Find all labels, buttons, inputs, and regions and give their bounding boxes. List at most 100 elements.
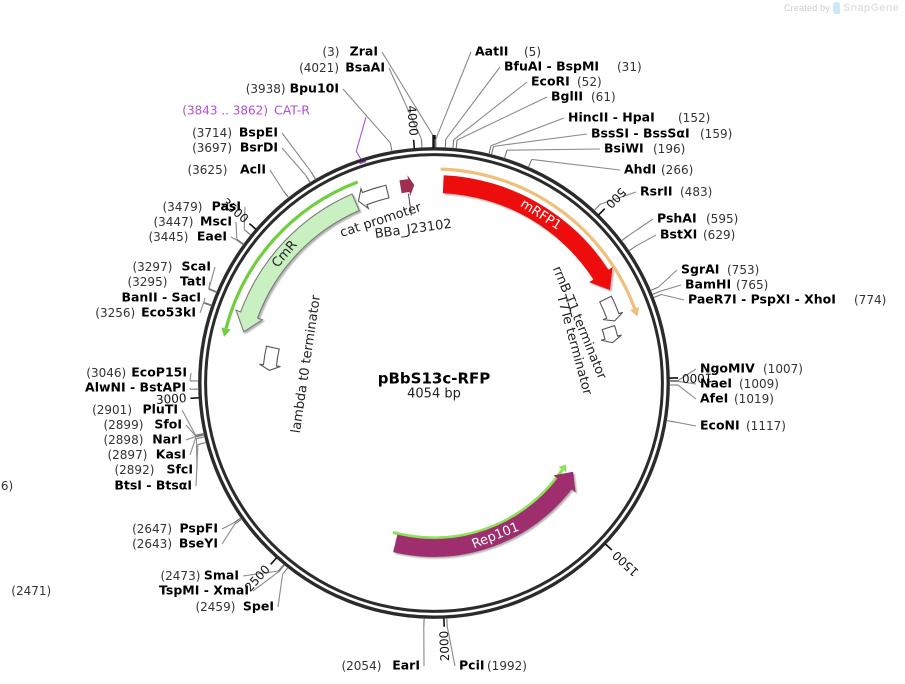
- cut-site-leader: [230, 236, 237, 241]
- ruler-tick-label: 1500: [610, 548, 642, 579]
- ruler-tick-label: 1000: [682, 371, 713, 386]
- cut-site-label: SfcI (2892): [114, 462, 193, 478]
- enzyme-name: SpeI: [243, 599, 274, 614]
- cut-site-label: ZraI (3): [322, 44, 378, 60]
- cut-site-label: PasI (3479): [162, 199, 241, 215]
- enzyme-name: BsiWI: [604, 141, 644, 156]
- feature-label: lambda t0 terminator: [289, 293, 324, 434]
- leader-lines: [181, 51, 697, 667]
- plasmid-backbone: [198, 147, 670, 619]
- cut-site-leader: [221, 523, 236, 545]
- catr-position: (3843 .. 3862): [182, 104, 268, 118]
- cut-site-leader: [531, 158, 621, 171]
- cut-site-label: Eco53kI (3256): [95, 305, 196, 321]
- enzyme-name: ScaI: [182, 259, 212, 274]
- enzyme-name: RsrII: [640, 184, 673, 199]
- cut-site-label: AlwNI - BstAPI(3024): [85, 380, 186, 395]
- cut-site-label: BanII - SacI(3258): [121, 290, 201, 305]
- enzyme-name: AhdI: [624, 162, 656, 177]
- cut-site-leader: [490, 117, 565, 147]
- enzyme-name: SfcI: [166, 462, 193, 477]
- cut-site-leader: [599, 191, 637, 205]
- cut-site-position: (2899): [103, 418, 143, 432]
- cut-site-leader: [453, 81, 528, 141]
- snapgene-logo-icon: [832, 2, 840, 14]
- cut-site-position: (1007): [763, 362, 803, 376]
- cut-site-position: (3): [322, 45, 339, 59]
- cut-site-label: SgrAI (753): [681, 262, 759, 278]
- cut-site-label: NgoMIV (1007): [700, 361, 803, 377]
- cut-site-label: BstXI (629): [660, 227, 735, 243]
- cut-site-label: NarI (2898): [103, 432, 182, 448]
- cut-site-leader: [446, 626, 456, 667]
- enzyme-name: AclI: [240, 162, 266, 177]
- cut-site-position: (3295): [127, 275, 167, 289]
- enzyme-name: SmaI: [204, 568, 239, 583]
- cut-site-label: AhdI (266): [624, 162, 693, 178]
- feature-rep101: Rep101: [393, 471, 576, 557]
- cut-site-position: (2897): [107, 448, 147, 462]
- enzyme-name: HincII - HpaI: [568, 110, 655, 125]
- cut-site-label: MscI (3447): [153, 214, 232, 230]
- enzyme-name: NarI: [152, 432, 182, 447]
- cut-site-label: EcoP15I (3046): [86, 365, 187, 381]
- cut-site-label: SpeI (2459): [195, 599, 274, 615]
- Rep101-transcript-arc: [392, 468, 564, 540]
- cut-site-label: EaeI (3445): [148, 229, 227, 245]
- ruler-tick-label: 4000: [404, 105, 421, 137]
- cut-site-label: PaeR7I - PspXI - XhoI (774): [688, 292, 886, 308]
- enzyme-name: BglII: [551, 89, 583, 104]
- cut-site-position: (2892): [114, 463, 154, 477]
- cut-site-position: (753): [727, 263, 759, 277]
- enzyme-name: MscI: [200, 214, 232, 229]
- cut-site-label: PciI (1992): [459, 658, 527, 674]
- enzyme-name: SfoI: [154, 417, 182, 432]
- cut-site-leader: [435, 51, 472, 140]
- enzyme-name: PspFI: [179, 521, 218, 536]
- cut-site-label: AatII (5): [475, 44, 541, 60]
- cut-site-label: PspFI (2647): [132, 521, 218, 537]
- cut-site-leader: [277, 574, 284, 608]
- cut-site-leader: [185, 435, 197, 441]
- cut-site-label: BtsI - BtsαI (2876): [0, 478, 192, 494]
- cut-site-label: ScaI (3297): [132, 259, 211, 275]
- cut-site-position: (2901): [92, 403, 132, 417]
- cut-site-position: (3297): [132, 260, 172, 274]
- enzyme-name: BseYI: [179, 536, 218, 551]
- cut-site-position: (196): [653, 142, 685, 156]
- cut-site-position: (2643): [132, 537, 172, 551]
- enzyme-name: BspEI: [239, 125, 278, 140]
- feature-lambda-t0-terminator: lambda t0 terminator: [259, 293, 324, 434]
- plasmid-title: pBbS13c-RFP: [378, 370, 491, 388]
- cut-site-leader: [203, 297, 206, 303]
- enzyme-name: EarI: [392, 658, 420, 673]
- enzyme-name: PshAI: [657, 211, 697, 226]
- enzyme-name: EcoRI: [531, 74, 570, 89]
- cut-site-leader: [628, 218, 654, 237]
- cut-site-position: (595): [706, 212, 738, 226]
- cut-site-position: (483): [680, 185, 712, 199]
- cut-site-label: Bpu10I (3938): [246, 81, 339, 97]
- cut-site-leader: [181, 409, 197, 436]
- enzyme-name: TspMI - XmaI: [159, 583, 249, 598]
- cut-site-leader: [674, 421, 697, 427]
- cut-site-label: KasI (2897): [107, 447, 186, 463]
- cut-site-position: (774): [854, 293, 886, 307]
- mRFP1-transcript-arc: [440, 167, 637, 310]
- cut-site-leader: [281, 132, 312, 173]
- enzyme-name: EcoP15I: [131, 365, 187, 380]
- enzyme-name: AlwNI - BstAPI: [85, 380, 186, 395]
- cut-site-position: (31): [617, 60, 642, 74]
- ruler-tick-label: 3000: [156, 391, 187, 407]
- cut-site-leader: [635, 234, 657, 247]
- cut-site-leader: [342, 88, 391, 144]
- cut-site-position: (1992): [487, 659, 527, 673]
- enzyme-name: BsrDI: [240, 140, 278, 155]
- enzyme-name: Eco53kI: [141, 305, 196, 320]
- cut-site-leader: [235, 221, 238, 240]
- cut-site-position: (3445): [148, 230, 188, 244]
- cut-site-position: (765): [736, 278, 768, 292]
- catr-annotation: CAT-R (3843 .. 3862): [182, 103, 310, 118]
- cut-site-label: BsiWI (196): [604, 141, 685, 157]
